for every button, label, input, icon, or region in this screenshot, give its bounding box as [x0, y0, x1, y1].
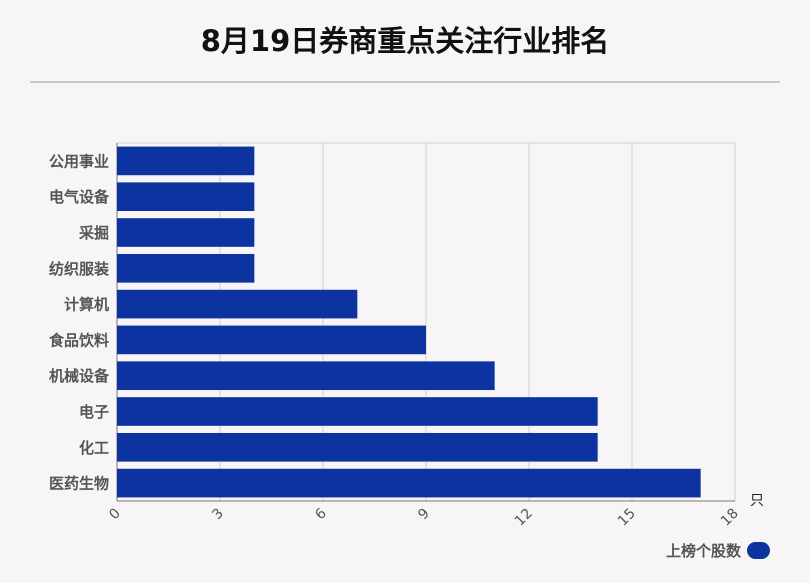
category-label: 计算机: [64, 296, 109, 314]
bar: [117, 397, 598, 426]
legend: 上榜个股数: [666, 540, 770, 561]
bar: [117, 218, 255, 247]
x-tick-label: 9: [415, 506, 433, 524]
x-tick-label: 3: [209, 506, 227, 524]
x-tick-label: 15: [615, 506, 639, 530]
bar: [117, 289, 358, 319]
category-label: 化工: [79, 439, 109, 457]
bar: [117, 361, 495, 391]
category-label: 医药生物: [49, 475, 109, 493]
category-label: 电气设备: [49, 188, 110, 206]
category-label: 机械设备: [49, 367, 110, 385]
x-tick-label: 0: [106, 506, 124, 524]
legend-label: 上榜个股数: [665, 542, 741, 560]
category-label: 食品饮料: [49, 331, 109, 349]
x-tick-label: 12: [512, 506, 536, 530]
bar: [117, 468, 701, 498]
x-tick-label: 18: [718, 506, 742, 530]
bar: [117, 432, 598, 462]
x-axis-unit: 只: [750, 493, 764, 509]
legend-swatch: [747, 542, 770, 559]
category-label: 电子: [79, 403, 109, 421]
bar: [117, 253, 255, 283]
bars: [117, 146, 701, 498]
bar: [117, 182, 255, 212]
x-tick-label: 6: [312, 505, 330, 523]
category-label: 纺织服装: [49, 260, 110, 278]
chart-title: 8月19日券商重点关注行业排名: [200, 24, 610, 58]
category-label: 采掘: [78, 224, 109, 242]
bar: [117, 325, 426, 355]
category-label: 公用事业: [49, 152, 109, 170]
title-divider: [30, 81, 780, 83]
x-tick-labels: 0 3 6 9 12 15 18: [106, 505, 742, 529]
bar: [117, 146, 255, 176]
